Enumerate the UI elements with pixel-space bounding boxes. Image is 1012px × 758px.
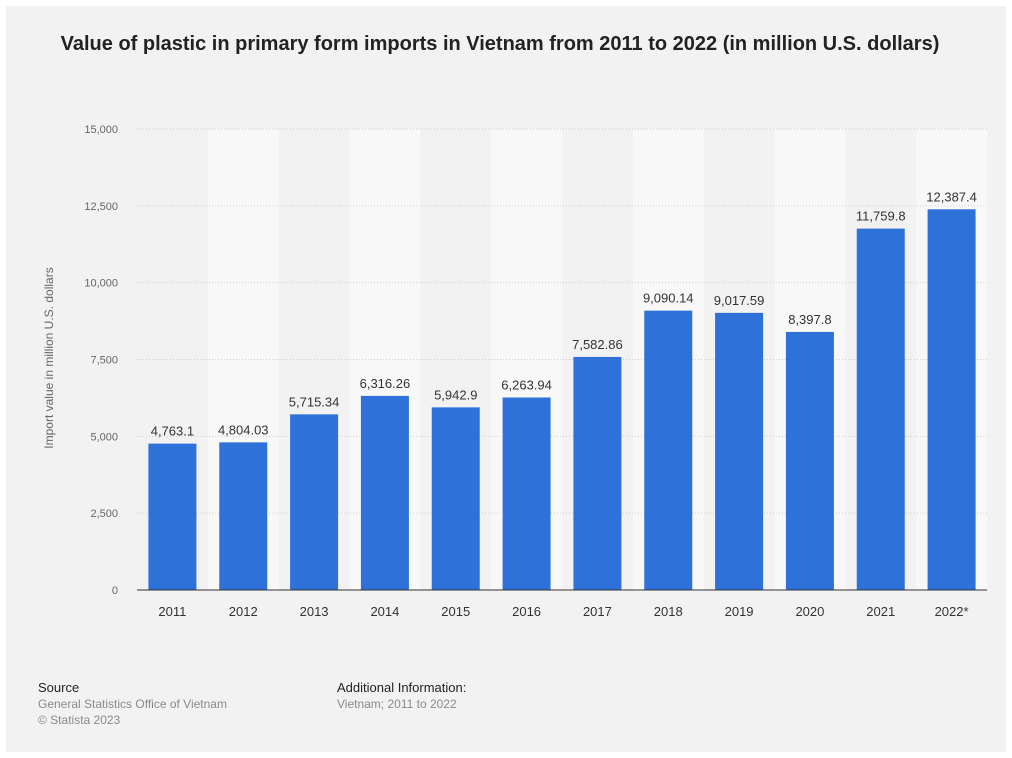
source-block: Source General Statistics Office of Viet… — [38, 680, 227, 728]
x-tick-label: 2017 — [583, 604, 612, 619]
x-tick-label: 2021 — [866, 604, 895, 619]
x-tick-label: 2022* — [935, 604, 969, 619]
x-tick-label: 2013 — [300, 604, 329, 619]
bar-chart: 0 2,500 5,000 7,500 10,000 12,500 15,000 4,763.… — [84, 124, 987, 619]
y-tick-label: 0 — [112, 585, 118, 597]
data-label: 4,763.1 — [151, 424, 194, 439]
y-tick-label: 10,000 — [84, 278, 118, 290]
source-heading: Source — [38, 680, 80, 695]
bar — [502, 397, 551, 590]
x-tick-label: 2015 — [441, 604, 470, 619]
x-tick-label: 2012 — [229, 604, 258, 619]
y-tick-label: 5,000 — [90, 431, 118, 443]
bar — [856, 228, 905, 590]
data-label: 9,090.14 — [643, 291, 694, 306]
bar — [644, 310, 693, 590]
additional-info-block: Additional Information: Vietnam; 2011 to… — [337, 680, 466, 712]
bar — [715, 312, 764, 590]
x-tick-label: 2020 — [795, 604, 824, 619]
chart-title: Value of plastic in primary form imports… — [60, 33, 940, 55]
data-label: 11,759.8 — [856, 209, 906, 224]
bar — [431, 407, 480, 590]
y-tick-label: 2,500 — [90, 508, 118, 520]
bar — [785, 331, 834, 590]
data-label: 5,942.9 — [434, 387, 477, 402]
x-tick-label: 2019 — [725, 604, 754, 619]
bar — [927, 209, 976, 591]
bar — [360, 395, 409, 590]
data-label: 4,804.03 — [218, 422, 269, 437]
additional-info-heading: Additional Information: — [337, 680, 467, 695]
additional-info-line: Vietnam; 2011 to 2022 — [337, 697, 457, 711]
bar — [290, 414, 339, 590]
y-tick-label: 15,000 — [84, 124, 118, 136]
x-tick-label: 2018 — [654, 604, 683, 619]
data-label: 9,017.59 — [714, 293, 765, 308]
data-label: 7,582.86 — [572, 337, 623, 352]
y-tick-label: 12,500 — [84, 201, 118, 213]
x-tick-label: 2011 — [158, 604, 186, 619]
data-label: 6,316.26 — [360, 376, 411, 391]
bar — [573, 356, 622, 590]
bar — [219, 442, 268, 590]
data-label: 5,715.34 — [289, 394, 340, 409]
y-axis-label: Import value in million U.S. dollars — [42, 267, 56, 449]
x-tick-label: 2016 — [512, 604, 541, 619]
bar — [148, 443, 197, 590]
source-line: General Statistics Office of Vietnam — [38, 697, 227, 711]
data-label: 8,397.8 — [788, 312, 831, 327]
y-tick-label: 7,500 — [90, 355, 118, 367]
data-label: 12,387.4 — [926, 189, 977, 204]
copyright-line: © Statista 2023 — [38, 713, 121, 727]
x-tick-label: 2014 — [370, 604, 399, 619]
data-label: 6,263.94 — [501, 377, 552, 392]
